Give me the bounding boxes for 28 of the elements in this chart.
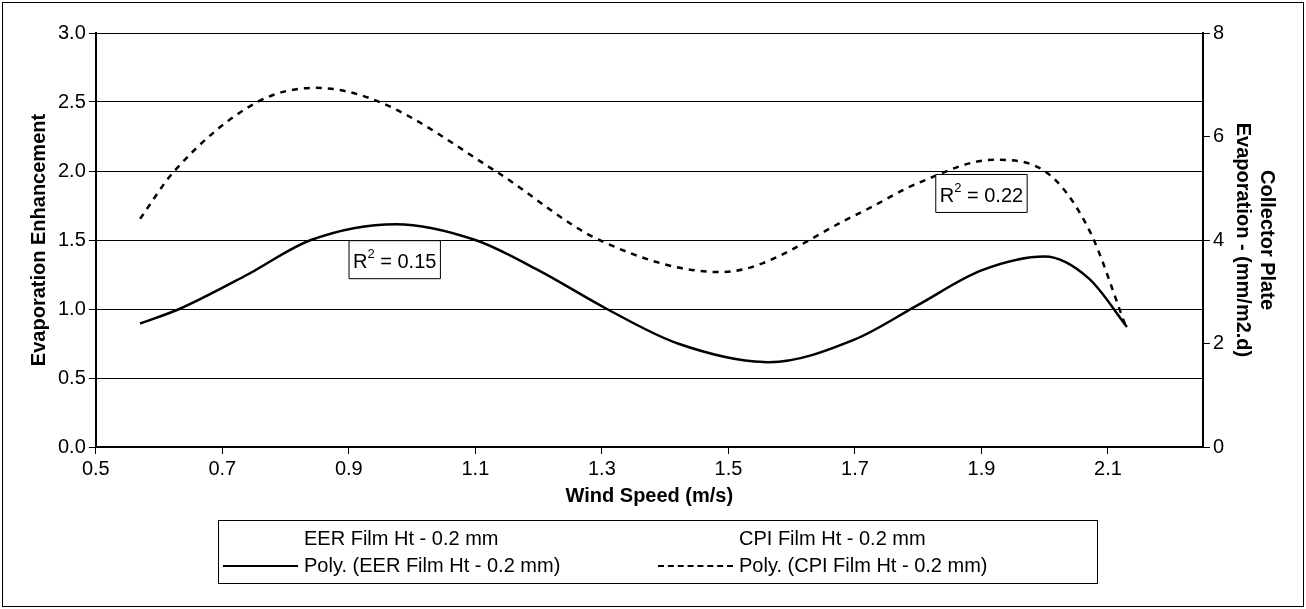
x-tick-label: 0.7 xyxy=(208,456,237,479)
y-tick-label: 3.0 xyxy=(57,20,86,43)
y-tick-label: 2.5 xyxy=(57,89,86,112)
legend-label: Poly. (CPI Film Ht - 0.2 mm) xyxy=(739,554,988,577)
text: CPI Film Ht - 0.2 mm xyxy=(739,527,926,550)
y2-tick-label: 2 xyxy=(1212,331,1224,354)
x-tick-label: 0.9 xyxy=(334,456,363,479)
x-tick-label: 0.5 xyxy=(81,456,110,479)
y-tick-label: 1.5 xyxy=(57,227,86,250)
y2-tick-label: 0 xyxy=(1212,434,1224,457)
y-tick-label: 1.0 xyxy=(57,296,86,319)
y-tick-label: 2.0 xyxy=(57,158,86,181)
y2-axis-title: Collector Plate Evaporation - (mm/m2.d) xyxy=(1233,122,1280,358)
y2-tick-label: 4 xyxy=(1212,227,1224,250)
x-axis-title: Wind Speed (m/s) xyxy=(565,483,734,506)
x-tick-label: 1.7 xyxy=(841,456,869,479)
x-tick-label: 1.9 xyxy=(967,456,996,479)
y-axis-title: Evaporation Enhancement xyxy=(26,113,49,367)
y-tick-label: 0.0 xyxy=(57,434,86,457)
x-tick-label: 1.3 xyxy=(587,456,616,479)
y2-tick-label: 8 xyxy=(1212,20,1224,43)
x-tick-label: 1.1 xyxy=(461,456,490,479)
text: EER Film Ht - 0.2 mm xyxy=(304,527,499,550)
y2-tick-label: 6 xyxy=(1212,124,1224,147)
y-tick-label: 0.5 xyxy=(57,365,86,388)
x-tick-label: 1.5 xyxy=(714,456,743,479)
x-tick-label: 2.1 xyxy=(1094,456,1122,479)
legend-label: Poly. (EER Film Ht - 0.2 mm) xyxy=(304,554,561,577)
